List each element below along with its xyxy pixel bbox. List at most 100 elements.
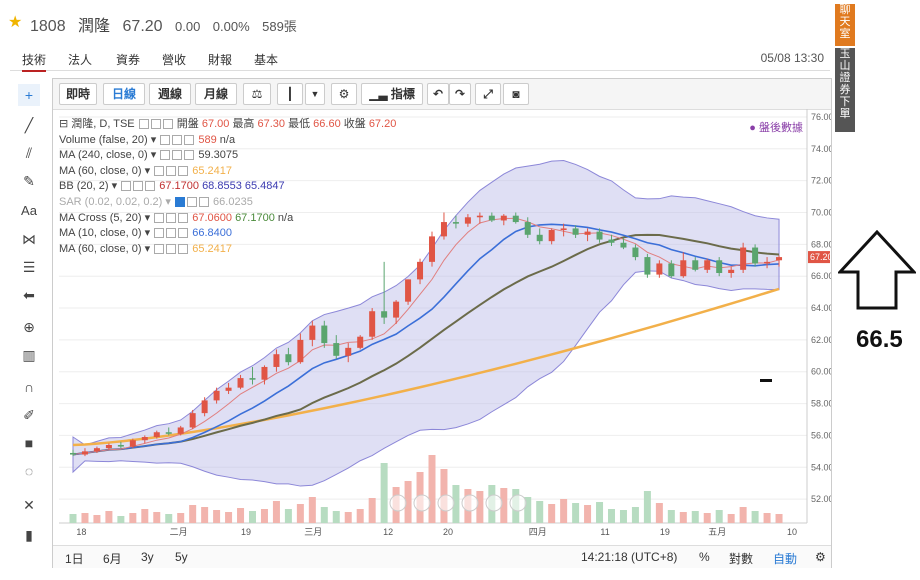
price-chart[interactable]: 76.00 74.00 72.00 70.00 68.00 66.00 64.00 62.00…: [53, 109, 831, 545]
weekly-button[interactable]: 週線: [149, 83, 191, 105]
indicators-button[interactable]: ▁▃ 指標: [361, 83, 423, 105]
daily-button[interactable]: 日線: [103, 83, 145, 105]
volume-bar: [775, 514, 783, 523]
candle-body: [285, 354, 292, 363]
trendline-icon[interactable]: ╱: [24, 117, 34, 133]
text-icon[interactable]: Aa: [21, 203, 37, 218]
range-5y[interactable]: 5y: [175, 550, 188, 564]
after-hours-link[interactable]: ● 盤後數據: [749, 122, 803, 134]
tab-institutional[interactable]: 法人: [68, 53, 93, 67]
legend-price: ⊟ 潤隆, D, TSE 開盤 67.00 最高 67.30 最低 66.60 …: [59, 117, 396, 133]
legend-ma60-val: 65.2417: [192, 164, 233, 177]
stock-change-pct: 0.00%: [212, 19, 250, 34]
scale-settings-icon[interactable]: ⚙: [815, 550, 826, 564]
redo-icon[interactable]: ↷: [449, 83, 471, 105]
candle-body: [165, 432, 172, 434]
candle-body: [488, 215, 495, 221]
broker-order-button[interactable]: 玉山證券下單: [835, 48, 855, 132]
stock-change: 0.00: [175, 19, 201, 34]
volume-bar: [548, 504, 556, 523]
auto-toggle[interactable]: 自動: [773, 552, 798, 566]
candle-body: [620, 242, 627, 248]
legend-open: 67.00: [201, 118, 230, 130]
ticker-info: 1808 潤隆 67.20 0.00 0.00% 589張: [30, 12, 305, 36]
y-tick-label: 70.00: [811, 208, 831, 218]
candle-body: [249, 378, 256, 380]
fullscreen-icon[interactable]: ⤢: [475, 83, 501, 105]
candle-body: [584, 231, 591, 235]
candle-body: [189, 413, 196, 428]
legend-bb-lower: 65.4847: [244, 180, 285, 193]
legend-ma60b-name: MA (60, close, 0): [59, 242, 142, 255]
pencil-lock-icon[interactable]: ✐: [23, 407, 35, 423]
zoom-icon[interactable]: ⊕: [23, 319, 35, 335]
percent-toggle[interactable]: %: [699, 550, 710, 564]
range-1d[interactable]: 1日: [65, 552, 84, 566]
candle-body: [225, 387, 232, 391]
legend-ma60b: MA (60, close, 0) ▾ 65.2417: [59, 242, 233, 255]
legend-ma60b-val: 65.2417: [192, 242, 233, 255]
volume-bar: [524, 497, 532, 523]
chat-room-button[interactable]: 聊天室: [835, 4, 855, 46]
camera-icon[interactable]: ◙: [503, 83, 529, 105]
crosshair-icon[interactable]: +: [18, 84, 40, 106]
legend-sar-val: 66.0235: [213, 195, 253, 208]
trash-icon[interactable]: ▮: [25, 527, 33, 543]
candle-body: [93, 448, 100, 452]
undo-icon[interactable]: ↶: [427, 83, 449, 105]
fibonacci-icon[interactable]: ☰: [22, 259, 36, 275]
chevron-down-icon[interactable]: ▼: [305, 83, 325, 105]
scroll-control-icon: [461, 494, 479, 512]
candle-body: [429, 236, 435, 262]
volume-bar: [404, 481, 412, 523]
monthly-button[interactable]: 月線: [195, 83, 237, 105]
range-3y[interactable]: 3y: [141, 550, 154, 564]
candle-body: [381, 311, 388, 318]
legend-ma10: MA (10, close, 0) ▾ 66.8400: [59, 227, 233, 240]
candle-body: [608, 239, 615, 243]
candle-body: [752, 247, 759, 264]
compare-icon[interactable]: ⚖: [243, 83, 271, 105]
brush-icon[interactable]: ✎: [23, 173, 35, 189]
legend-symbol: 潤隆, D, TSE: [71, 118, 135, 130]
settings-gear-icon[interactable]: ⚙: [331, 83, 357, 105]
legend-high: 67.30: [257, 118, 286, 130]
volume-bar: [739, 507, 747, 523]
candle-body: [369, 311, 376, 337]
volume-bar: [631, 507, 639, 523]
candle-body: [273, 354, 280, 367]
volume-bar: [727, 514, 735, 523]
indicator-icon: ▁▃: [369, 87, 391, 101]
tab-margin[interactable]: 資券: [116, 53, 141, 67]
y-tick-label: 64.00: [811, 303, 831, 313]
pitchfork-icon[interactable]: ⫽: [25, 145, 33, 161]
legend-sar-name: SAR (0.02, 0.02, 0.2): [59, 195, 163, 208]
legend-volume-val: 589: [198, 133, 217, 146]
collapse-icon[interactable]: ⊟: [59, 118, 69, 130]
tab-basic[interactable]: 基本: [254, 53, 279, 67]
log-toggle[interactable]: 對數: [729, 552, 754, 566]
tab-financials[interactable]: 財報: [208, 53, 233, 67]
range-6m[interactable]: 6月: [103, 552, 122, 566]
stock-name: 潤隆: [78, 18, 111, 35]
favorite-star-icon[interactable]: ★: [8, 14, 23, 31]
lock-icon[interactable]: ■: [24, 435, 34, 451]
legend-ma60-name: MA (60, close, 0): [59, 164, 142, 177]
tools-icon[interactable]: ✕: [23, 497, 35, 513]
arrow-left-icon[interactable]: ⬅: [23, 287, 35, 303]
annotation-number: 66.5: [856, 326, 903, 353]
tab-revenue[interactable]: 營收: [162, 53, 187, 67]
tab-technical[interactable]: 技術: [22, 51, 47, 72]
magnet-icon[interactable]: ∩: [23, 379, 35, 395]
chart-container: 即時 日線 週線 月線 ⚖ ┃ ▼ ⚙ ▁▃ 指標 ↶ ↷ ⤢ ◙ 76.007…: [52, 78, 832, 568]
realtime-button[interactable]: 即時: [59, 83, 97, 105]
measure-icon[interactable]: ▥: [22, 347, 36, 363]
pattern-icon[interactable]: ⋈: [22, 231, 36, 247]
up-arrow-annotation: [838, 230, 916, 310]
candle-body: [704, 260, 711, 270]
candle-type-icon[interactable]: ┃: [277, 83, 303, 105]
legend-volume-name: Volume (false, 20): [59, 133, 148, 146]
legend-macross: MA Cross (5, 20) ▾ 67.0600 67.1700 n/a: [59, 211, 294, 224]
legend-ma240: MA (240, close, 0) ▾ 59.3075: [59, 149, 239, 162]
hide-icon[interactable]: ◌: [24, 463, 34, 479]
